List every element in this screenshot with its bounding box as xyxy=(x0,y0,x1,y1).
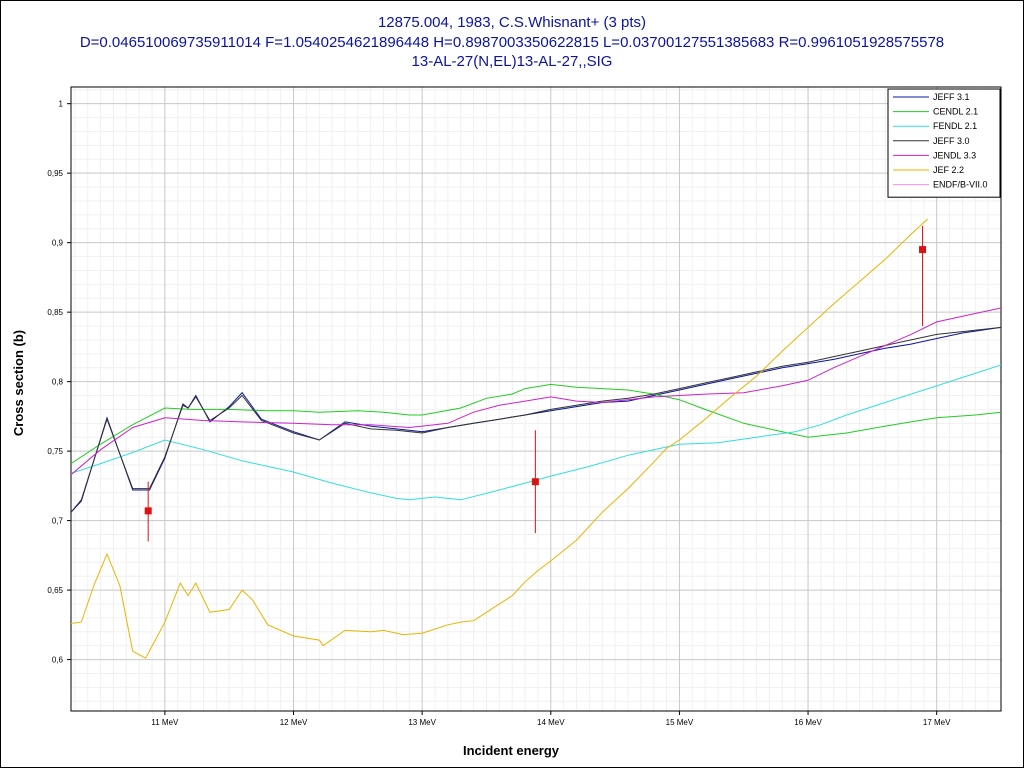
x-tick-label: 13 MeV xyxy=(408,718,436,727)
measurement-layer xyxy=(144,225,927,542)
axis-layer: 11 MeV 12 MeV 13 MeV 14 MeV 15 MeV 16 MeV 17 M… xyxy=(47,86,1002,727)
legend-label: JEF 2.2 xyxy=(933,165,964,175)
legend: JEFF 3.1 CENDL 2.1 FENDL 2.1 JEFF 3.0 JENDL … xyxy=(887,88,1001,198)
legend-box xyxy=(887,88,1001,198)
y-tick-label: 0,9 xyxy=(52,239,64,248)
y-axis-title: Cross section (b) xyxy=(11,330,26,436)
plot-border xyxy=(70,86,1002,712)
measurement-point xyxy=(144,507,152,515)
x-tick-label: 16 MeV xyxy=(794,718,822,727)
legend-label: JENDL 3.3 xyxy=(933,150,976,160)
legend-label: JEFF 3.0 xyxy=(933,136,970,146)
y-tick-label: 0,6 xyxy=(52,656,64,665)
y-tick-label: 0,65 xyxy=(47,586,63,595)
x-tick-label: 15 MeV xyxy=(666,718,694,727)
legend-label: ENDF/B-VII.0 xyxy=(933,180,988,190)
y-tick-label: 0,8 xyxy=(52,378,64,387)
chart-title-line-3: 13-AL-27(N,EL)13-AL-27,,SIG xyxy=(411,53,613,70)
series-line-5 xyxy=(71,218,929,659)
measurement-point xyxy=(919,246,927,254)
y-tick-label: 1 xyxy=(59,100,64,109)
legend-label: FENDL 2.1 xyxy=(933,121,977,131)
series-line-2 xyxy=(71,364,1001,501)
x-tick-label: 11 MeV xyxy=(151,718,179,727)
y-tick-label: 0,75 xyxy=(47,447,63,456)
x-axis-title: Incident energy xyxy=(463,743,560,758)
chart-title-line-2: D=0.046510069735911014 F=1.0540254621896… xyxy=(79,34,945,51)
x-tick-label: 17 MeV xyxy=(923,718,951,727)
x-tick-label: 14 MeV xyxy=(537,718,565,727)
x-tick-label: 12 MeV xyxy=(280,718,308,727)
y-tick-label: 0,85 xyxy=(47,308,63,317)
series-line-1 xyxy=(71,383,1001,465)
series-line-4 xyxy=(71,307,1001,476)
y-tick-label: 0,7 xyxy=(52,517,64,526)
series-layer xyxy=(71,218,1001,659)
chart-title-line-1: 12875.004, 1983, C.S.Whisnant+ (3 pts) xyxy=(377,14,647,31)
series-line-3 xyxy=(71,326,1001,513)
measurement-point xyxy=(531,478,539,486)
y-tick-label: 0,95 xyxy=(47,169,63,178)
legend-label: JEFF 3.1 xyxy=(933,92,970,102)
legend-label: CENDL 2.1 xyxy=(933,107,978,117)
